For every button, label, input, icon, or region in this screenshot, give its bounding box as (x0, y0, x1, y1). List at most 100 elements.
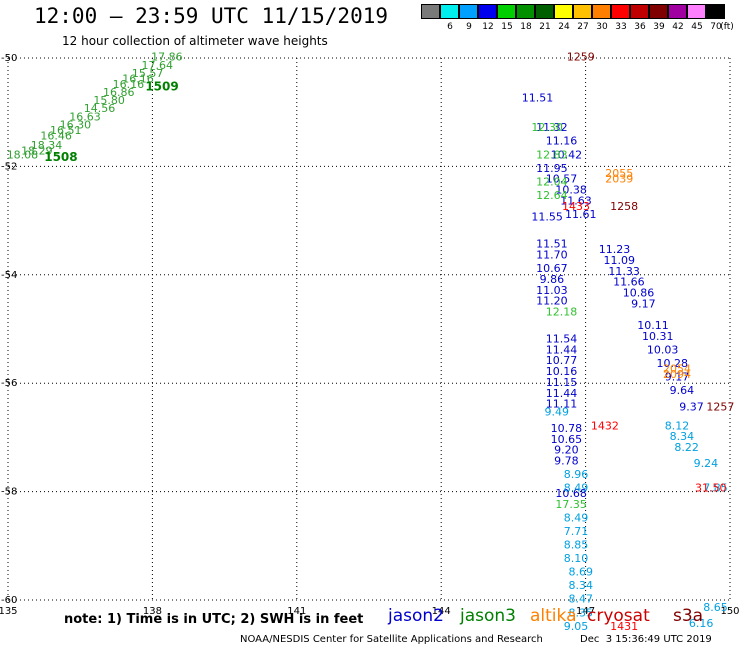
legend-swatch (459, 4, 478, 19)
x-tick-label: 135 (0, 606, 18, 617)
data-point-label: 8.35 (569, 606, 594, 619)
legend-value: 6 (447, 22, 453, 32)
data-point-label: 9.78 (554, 455, 579, 468)
legend-unit: (ft) (720, 22, 734, 32)
data-point-label: 10.78 (551, 422, 583, 435)
data-point-label: 15.57 (132, 67, 164, 80)
data-point-label: 6.16 (689, 617, 714, 630)
data-point-label: 8.34 (670, 430, 695, 443)
time-label: 1509 (145, 80, 178, 94)
data-point-label: 11.15 (546, 376, 578, 389)
data-point-label: 16.63 (69, 110, 101, 123)
data-point-label: 11.33 (608, 265, 640, 278)
data-point-label: 18.29 (21, 144, 53, 157)
legend-value: 9 (466, 22, 472, 32)
data-point-label: 9.64 (670, 384, 695, 397)
data-point-label: 11.61 (565, 208, 597, 221)
data-point-label: 11.55 (531, 211, 563, 224)
legend-swatch (440, 4, 459, 19)
data-point-label: 8.34 (569, 579, 594, 592)
legend-swatch (421, 4, 440, 19)
legend-swatch (592, 4, 611, 19)
satellite-label-jason2: jason2 (388, 606, 444, 626)
data-point-label: 8.49 (564, 511, 589, 524)
timestamp-text: Dec 3 15:36:49 UTC 2019 (580, 634, 712, 645)
data-point-label: 16.51 (50, 124, 82, 137)
data-point-label: 8.10 (564, 552, 589, 565)
data-point-label: 9.17 (665, 370, 690, 383)
data-point-label: 2094 (663, 368, 691, 381)
legend-swatch (687, 4, 706, 19)
chart-title: 12:00 — 23:59 UTC 11/15/2019 (34, 4, 389, 28)
data-point-label: 16.16 (122, 72, 154, 85)
data-point-label: 11.32 (536, 121, 568, 134)
data-point-label: 7.85 (703, 482, 728, 495)
legend-value: 18 (520, 22, 532, 32)
legend-swatch (497, 4, 516, 19)
data-point-label: 11.44 (546, 387, 578, 400)
x-tick-label: 138 (143, 606, 162, 617)
data-point-label: 9.49 (544, 406, 569, 419)
legend-value: 15 (501, 22, 513, 32)
data-point-label: 9.17 (631, 297, 656, 310)
data-point-label: 10.16 (546, 365, 578, 378)
legend-swatch (706, 4, 725, 19)
legend-value: 39 (653, 22, 665, 32)
legend-swatch (611, 4, 630, 19)
data-point-label: 12.64 (536, 189, 568, 202)
legend-swatch (649, 4, 668, 19)
data-point-label: 16.30 (60, 118, 92, 131)
data-point-label: 8.12 (665, 419, 690, 432)
satellite-label-s3a: s3a (673, 606, 704, 626)
data-point-label: 11.09 (604, 254, 636, 267)
legend-value: 12 (482, 22, 494, 32)
data-point-label: 11.54 (546, 333, 578, 346)
legend-value: 36 (634, 22, 646, 32)
legend-value: 27 (577, 22, 589, 32)
data-point-label: 11.66 (613, 276, 645, 289)
data-point-label: 2055 (605, 167, 633, 180)
data-point-label: 8.22 (674, 441, 699, 454)
data-point-label: 1257 (706, 400, 734, 413)
data-point-label: 2039 (605, 173, 633, 186)
data-point-label: 1432 (591, 419, 619, 432)
data-point-label: 1259 (567, 51, 595, 64)
data-point-label: 10.57 (546, 173, 578, 186)
credit-text: NOAA/NESDIS Center for Satellite Applica… (240, 634, 543, 645)
data-point-label: 11.16 (546, 135, 578, 148)
legend-swatch (535, 4, 554, 19)
x-tick-label: 141 (287, 606, 306, 617)
data-point-label: 8.69 (569, 566, 594, 579)
data-point-label: 11.51 (536, 238, 568, 251)
data-point-label: 11.70 (536, 249, 568, 262)
data-point-label: 16.86 (103, 86, 135, 99)
legend-value: 21 (539, 22, 551, 32)
data-point-label: 14.56 (84, 102, 116, 115)
data-point-label: 10.65 (551, 433, 583, 446)
data-point-label: 11.51 (522, 91, 554, 104)
data-point-label: 10.03 (647, 343, 679, 356)
data-point-label: 10.68 (555, 487, 587, 500)
data-point-label: 1433 (562, 200, 590, 213)
data-point-label: 12.18 (546, 305, 578, 318)
data-point-label: 12.04 (536, 175, 568, 188)
legend-swatch (516, 4, 535, 19)
y-tick-label: -50 (1, 53, 17, 64)
data-point-label: 8.85 (564, 539, 589, 552)
data-point-label: 8.96 (564, 468, 589, 481)
legend-value: 70 (710, 22, 722, 32)
y-tick-label: -54 (1, 270, 17, 281)
data-point-label: 11.23 (599, 243, 631, 256)
data-point-label: 18.08 (7, 148, 39, 161)
data-point-label: 17.64 (141, 59, 173, 72)
data-point-label: 10.28 (656, 357, 688, 370)
data-point-label: 10.86 (623, 286, 655, 299)
data-point-label: 16.46 (40, 129, 72, 142)
legend-swatch (668, 4, 687, 19)
data-point-label: 31.50 (695, 482, 727, 495)
legend-swatch (554, 4, 573, 19)
legend-value: 42 (672, 22, 684, 32)
legend-swatch (478, 4, 497, 19)
data-point-label: 17.35 (555, 498, 587, 511)
y-tick-label: -58 (1, 487, 17, 498)
